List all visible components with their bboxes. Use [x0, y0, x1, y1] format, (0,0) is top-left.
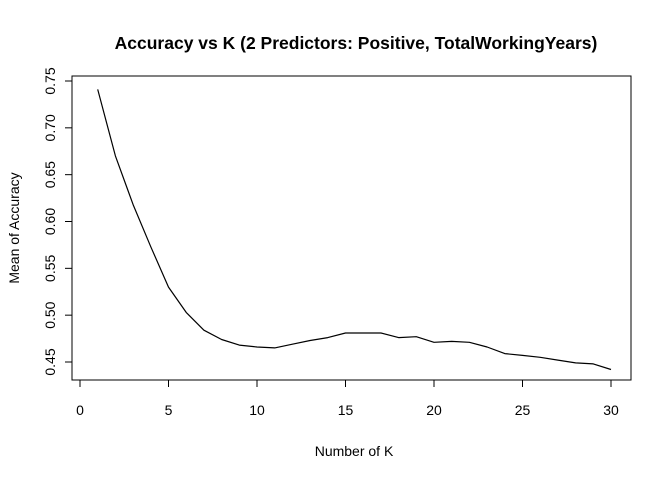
x-tick-label: 5 — [165, 402, 173, 418]
y-tick-label: 0.60 — [42, 208, 58, 235]
x-tick-label: 20 — [426, 402, 442, 418]
x-tick-label: 25 — [515, 402, 531, 418]
x-tick-label: 0 — [76, 402, 84, 418]
series-points — [98, 89, 611, 369]
plot-frame — [71, 75, 632, 381]
y-tick-label: 0.45 — [42, 348, 58, 375]
x-tick-label: 15 — [338, 402, 354, 418]
y-tick-label: 0.70 — [42, 114, 58, 141]
chart-title: Accuracy vs K (2 Predictors: Positive, T… — [115, 33, 598, 53]
y-axis-title: Mean of Accuracy — [6, 172, 22, 283]
x-axis-title: Number of K — [315, 443, 394, 459]
y-tick-label: 0.75 — [42, 67, 58, 94]
accuracy-series-line — [97, 89, 612, 371]
x-axis: 0 5 10 15 20 25 30 — [76, 379, 619, 418]
y-tick-label: 0.50 — [42, 301, 58, 328]
y-axis: 0.45 0.50 0.55 0.60 0.65 0.70 0.75 — [42, 67, 73, 376]
x-tick-label: 30 — [603, 402, 619, 418]
y-tick-label: 0.55 — [42, 254, 58, 281]
x-tick-label: 10 — [249, 402, 265, 418]
y-tick-label: 0.65 — [42, 161, 58, 188]
